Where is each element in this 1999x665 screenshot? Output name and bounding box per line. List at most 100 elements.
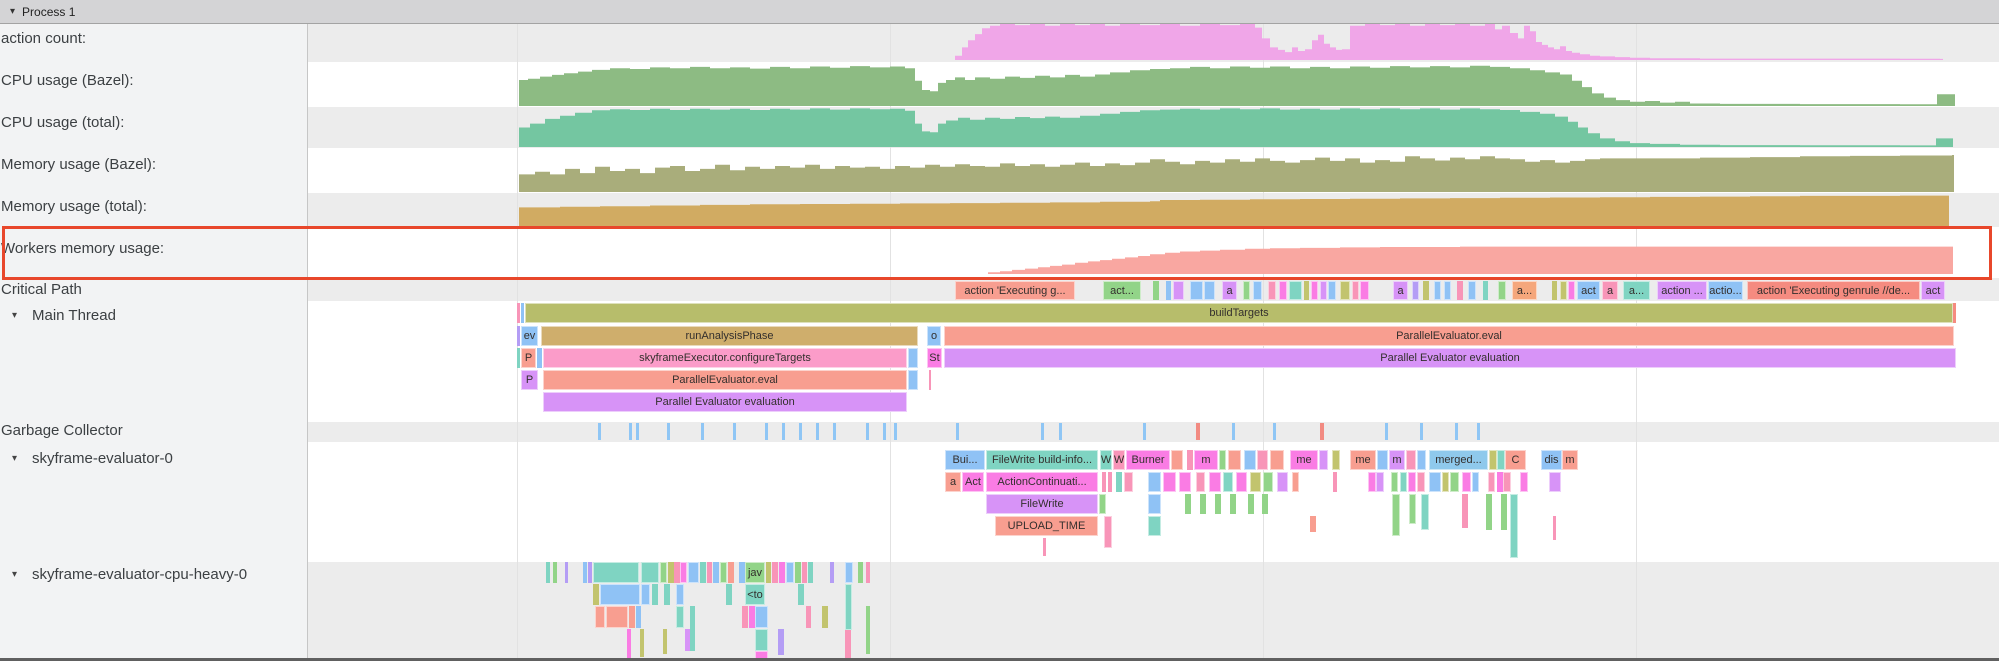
skyframe-evaluator-cpu-heavy-0-slice[interactable]	[641, 584, 650, 605]
skyframe-evaluator-cpu-heavy-0-slice[interactable]	[713, 562, 719, 583]
main-thread-slice[interactable]: Parallel Evaluator evaluation	[944, 348, 1956, 368]
skyframe-evaluator-0-slice[interactable]	[1124, 472, 1133, 492]
critical-path-slice[interactable]	[1253, 281, 1262, 300]
skyframe-evaluator-cpu-heavy-0-slice[interactable]	[606, 606, 628, 628]
skyframe-evaluator-cpu-heavy-0-slice[interactable]	[755, 629, 768, 651]
skyframe-evaluator-cpu-heavy-0-slice[interactable]	[772, 562, 778, 583]
skyframe-evaluator-cpu-heavy-0-slice[interactable]	[676, 606, 684, 628]
critical-path-slice[interactable]	[1498, 281, 1506, 300]
critical-path-slice[interactable]	[1173, 281, 1184, 300]
skyframe-evaluator-0-slice[interactable]	[1116, 472, 1122, 492]
skyframe-evaluator-0-slice[interactable]	[1489, 450, 1497, 470]
skyframe-evaluator-0-slice[interactable]	[1292, 472, 1299, 492]
skyframe-evaluator-0-slice[interactable]	[1391, 472, 1398, 492]
skyframe-evaluator-0-slice[interactable]	[1310, 516, 1316, 532]
skyframe-evaluator-cpu-heavy-0-slice[interactable]	[795, 562, 801, 583]
skyframe-evaluator-0-slice[interactable]: Bui...	[945, 450, 985, 470]
garbage-collector-slice[interactable]	[701, 423, 704, 440]
skyframe-evaluator-0-slice[interactable]	[1417, 472, 1425, 492]
garbage-collector-slice[interactable]	[1273, 423, 1276, 440]
skyframe-evaluator-cpu-heavy-0-slice[interactable]	[660, 562, 667, 583]
critical-path-slice[interactable]	[1340, 281, 1350, 300]
garbage-collector-slice[interactable]	[1455, 423, 1458, 440]
critical-path-slice[interactable]: action ...	[1657, 281, 1707, 300]
critical-path-slice[interactable]	[1468, 281, 1476, 300]
skyframe-evaluator-0-slice[interactable]	[1219, 450, 1226, 470]
skyframe-evaluator-0-slice[interactable]	[1503, 472, 1511, 492]
skyframe-evaluator-cpu-heavy-0-slice[interactable]	[755, 606, 768, 628]
skyframe-evaluator-cpu-heavy-0-slice[interactable]	[822, 606, 828, 628]
skyframe-evaluator-cpu-heavy-0-slice[interactable]	[583, 562, 587, 583]
skyframe-evaluator-0-slice[interactable]	[1497, 472, 1503, 492]
critical-path-slice[interactable]	[1434, 281, 1441, 300]
skyframe-evaluator-0-slice[interactable]: C	[1505, 450, 1526, 470]
collapse-triangle-icon[interactable]: ▾	[10, 6, 16, 17]
skyframe-evaluator-cpu-heavy-0-slice[interactable]	[668, 562, 674, 583]
skyframe-evaluator-0-slice[interactable]: W	[1100, 450, 1112, 470]
skyframe-evaluator-0-slice[interactable]	[1392, 494, 1400, 536]
skyframe-evaluator-cpu-heavy-0-slice[interactable]	[866, 562, 870, 583]
skyframe-evaluator-0-slice[interactable]	[1270, 450, 1284, 470]
cpu-usage-bazel-chart[interactable]	[519, 65, 1955, 106]
main-thread-slice[interactable]	[517, 348, 520, 368]
skyframe-evaluator-0-slice[interactable]	[1104, 516, 1112, 548]
garbage-collector-slice[interactable]	[1041, 423, 1044, 440]
skyframe-evaluator-cpu-heavy-0-slice[interactable]	[802, 562, 807, 583]
garbage-collector-slice[interactable]	[629, 423, 632, 440]
skyframe-evaluator-0-slice[interactable]	[1368, 472, 1376, 492]
skyframe-evaluator-cpu-heavy-0-slice[interactable]	[627, 629, 631, 659]
skyframe-evaluator-0-slice[interactable]	[1462, 472, 1471, 492]
skyframe-evaluator-cpu-heavy-0-slice[interactable]	[641, 562, 659, 583]
skyframe-evaluator-0-slice[interactable]	[1520, 472, 1528, 492]
skyframe-evaluator-cpu-heavy-0-slice[interactable]	[676, 584, 684, 605]
skyframe-evaluator-cpu-heavy-0-slice[interactable]	[593, 562, 639, 583]
garbage-collector-slice[interactable]	[1143, 423, 1146, 440]
memory-usage-total-chart[interactable]	[519, 195, 1949, 226]
skyframe-evaluator-0-slice[interactable]	[1501, 494, 1507, 530]
main-thread-slice[interactable]	[1953, 303, 1956, 323]
skyframe-evaluator-0-slice[interactable]	[1102, 472, 1106, 492]
main-thread-slice[interactable]: o	[927, 326, 941, 346]
skyframe-evaluator-cpu-heavy-0-slice[interactable]	[553, 562, 557, 583]
main-thread-slice[interactable]: Parallel Evaluator evaluation	[543, 392, 907, 412]
critical-path-slice[interactable]: a	[1393, 281, 1408, 300]
skyframe-evaluator-0-slice[interactable]	[1228, 450, 1241, 470]
skyframe-evaluator-cpu-heavy-0-slice[interactable]	[685, 629, 690, 651]
main-thread-slice[interactable]: P	[521, 370, 538, 390]
memory-usage-bazel-chart[interactable]	[519, 155, 1954, 192]
critical-path-slice[interactable]	[1552, 281, 1557, 300]
skyframe-evaluator-cpu-heavy-0-slice[interactable]	[600, 584, 640, 605]
garbage-collector-slice[interactable]	[956, 423, 959, 440]
main-thread-slice[interactable]: ev	[521, 326, 538, 346]
garbage-collector-slice[interactable]	[1059, 423, 1062, 440]
skyframe-evaluator-0-slice[interactable]	[1376, 472, 1384, 492]
skyframe-evaluator-cpu-heavy-0-slice[interactable]	[588, 562, 592, 583]
skyframe-evaluator-cpu-heavy-0-slice[interactable]	[595, 606, 605, 628]
main-thread-slice[interactable]	[908, 348, 918, 368]
critical-path-slice[interactable]	[1560, 281, 1567, 300]
main-thread-slice[interactable]	[908, 370, 918, 390]
skyframe-evaluator-cpu-heavy-0-slice[interactable]	[636, 606, 641, 628]
skyframe-evaluator-0-slice[interactable]	[1230, 494, 1236, 514]
garbage-collector-slice[interactable]	[636, 423, 639, 440]
skyframe-evaluator-0-slice[interactable]	[1250, 472, 1261, 492]
garbage-collector-slice[interactable]	[1385, 423, 1388, 440]
skyframe-evaluator-0-slice[interactable]	[1179, 472, 1191, 492]
skyframe-evaluator-cpu-heavy-0-slice[interactable]	[720, 562, 727, 583]
skyframe-evaluator-0-slice[interactable]	[1549, 472, 1561, 492]
skyframe-evaluator-0-slice[interactable]: W	[1113, 450, 1125, 470]
garbage-collector-slice[interactable]	[816, 423, 819, 440]
skyframe-evaluator-cpu-heavy-0-slice[interactable]	[806, 606, 811, 628]
skyframe-evaluator-cpu-heavy-0-slice[interactable]	[700, 562, 706, 583]
skyframe-evaluator-0-slice[interactable]	[1332, 450, 1340, 470]
skyframe-evaluator-cpu-heavy-0-slice[interactable]	[652, 584, 658, 605]
skyframe-evaluator-cpu-heavy-0-slice[interactable]	[858, 562, 863, 583]
skyframe-evaluator-0-slice[interactable]	[1333, 472, 1337, 492]
critical-path-slice[interactable]	[1352, 281, 1359, 300]
skyframe-evaluator-0-slice[interactable]	[1244, 450, 1256, 470]
skyframe-evaluator-0-slice[interactable]	[1486, 494, 1492, 530]
skyframe-evaluator-0-slice[interactable]: me	[1350, 450, 1376, 470]
garbage-collector-slice[interactable]	[1320, 423, 1324, 440]
critical-path-slice[interactable]: actio...	[1708, 281, 1743, 300]
skyframe-evaluator-0-slice[interactable]	[1319, 450, 1328, 470]
